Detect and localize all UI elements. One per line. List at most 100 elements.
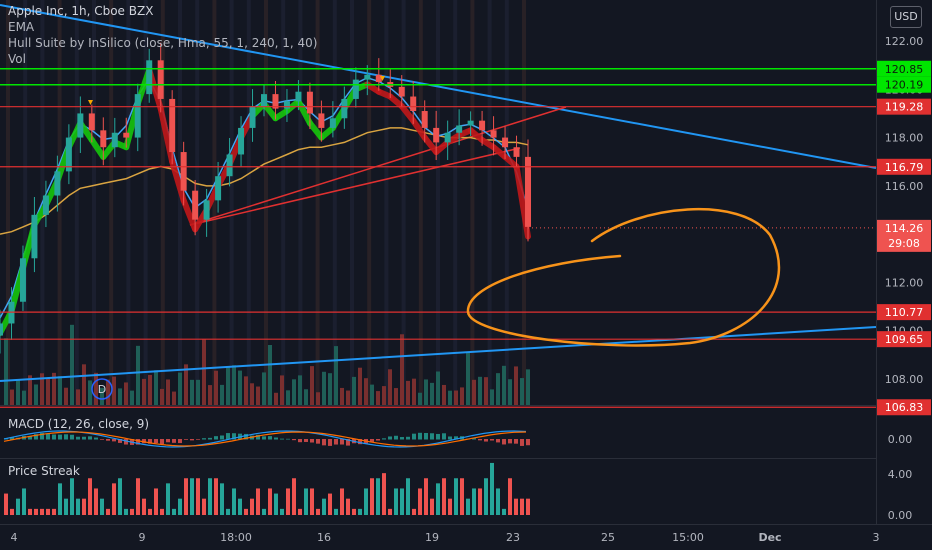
candle-body [0, 323, 3, 336]
candle-body [341, 98, 348, 119]
macd-histogram-bar [514, 439, 518, 444]
ema-legend[interactable]: EMA [8, 20, 35, 34]
vol-legend[interactable]: Vol [8, 52, 26, 66]
volume-bar [418, 392, 422, 405]
session-band [298, 0, 303, 405]
volume-bar [154, 370, 158, 405]
currency-button[interactable]: USD [890, 6, 922, 28]
streak-bar [496, 488, 500, 515]
x-tick-label: 9 [139, 531, 146, 544]
symbol-legend[interactable]: Apple Inc, 1h, Cboe BZX [8, 4, 154, 18]
upper-trendline [0, 4, 877, 169]
macd-histogram-bar [118, 439, 122, 443]
hull-segment [157, 105, 176, 165]
last-price-label: 114.26 [885, 222, 924, 235]
candles [0, 42, 531, 354]
red-trendline-lower [189, 147, 521, 226]
macd-histogram-bar [322, 439, 326, 446]
candle-body [479, 120, 486, 131]
price-level-tag [877, 158, 931, 175]
volume-bar [376, 391, 380, 405]
streak-bar [142, 498, 146, 515]
streak-bar [364, 488, 368, 515]
price-level-label: 120.85 [885, 63, 924, 76]
macd-histogram-bar [298, 439, 302, 443]
volume-bar [298, 375, 302, 405]
streak-bar [454, 478, 458, 515]
volume-bar [232, 365, 236, 405]
session-band [418, 0, 423, 405]
candle-body [249, 106, 256, 128]
volume-bar [406, 380, 410, 405]
hull-legend[interactable]: Hull Suite by InSilico (close, Hma, 55, … [8, 36, 318, 50]
price-level-tag [877, 98, 931, 115]
volume-bar [100, 387, 104, 405]
candle-body [180, 152, 187, 191]
streak-bar [184, 478, 188, 515]
macd-histogram-bar [232, 433, 236, 440]
streak-bar [466, 498, 470, 515]
volume-bar [220, 384, 224, 405]
volume-bar [262, 372, 266, 405]
session-band [487, 0, 492, 405]
x-tick-label: 19 [425, 531, 439, 544]
x-tick-label: Dec [758, 531, 781, 544]
volume-bar [394, 388, 398, 405]
volume-bar [40, 373, 44, 405]
streak-bar [370, 478, 374, 515]
streak-bar [10, 508, 14, 515]
streak-bar [292, 478, 296, 515]
volume-bar [526, 369, 530, 405]
macd-histogram-bar [304, 439, 308, 442]
macd-legend[interactable]: MACD (12, 26, close, 9) [8, 417, 150, 431]
streak-bar [232, 488, 236, 515]
session-band [350, 0, 354, 405]
macd-histogram-bar [394, 435, 398, 440]
volume-bar [82, 364, 86, 405]
macd-histogram-bar [490, 439, 494, 441]
macd-histogram-bar [430, 433, 434, 440]
hull-segment [295, 98, 313, 127]
annotations: D [88, 76, 781, 400]
candle-body [513, 147, 520, 157]
volume-bar [400, 334, 404, 405]
hull-segment [398, 103, 417, 124]
candle-body [375, 74, 382, 83]
macd-histogram-bar [58, 434, 62, 440]
hull-segment [88, 136, 107, 160]
streak-bar [424, 478, 428, 515]
price-level-tag [877, 399, 931, 416]
volume-bar [238, 370, 242, 405]
candle-body [19, 258, 26, 302]
candle-body [146, 60, 153, 95]
candle-body [88, 113, 95, 131]
macd-histogram-bar [88, 436, 92, 440]
volume-bar [112, 376, 116, 405]
session-band [212, 0, 217, 405]
hull-segment [421, 134, 440, 156]
macd-histogram-bar [40, 432, 44, 440]
candle-body [272, 94, 279, 109]
streak-bar [478, 488, 482, 515]
y-tick-label: 122.00 [885, 35, 924, 48]
price-streak-legend[interactable]: Price Streak [8, 464, 80, 478]
streak-bar [202, 498, 206, 515]
signal-triangle [88, 100, 93, 105]
streak-bar [268, 488, 272, 515]
macd-histogram-bar [196, 439, 200, 440]
x-tick-label: 15:00 [672, 531, 704, 544]
streak-bar [382, 473, 386, 515]
candle-body [123, 132, 130, 138]
macd-histogram-bar [160, 439, 164, 445]
macd-histogram-bar [496, 439, 500, 443]
volume-bar [244, 376, 248, 405]
streak-bar [406, 478, 410, 515]
streak-bar [178, 498, 182, 515]
streak-y-tick: 4.00 [888, 468, 913, 481]
macd-histogram-bar [256, 434, 260, 440]
x-tick-label: 18:00 [220, 531, 252, 544]
volume-bar [148, 374, 152, 405]
volume-bar [430, 382, 434, 405]
